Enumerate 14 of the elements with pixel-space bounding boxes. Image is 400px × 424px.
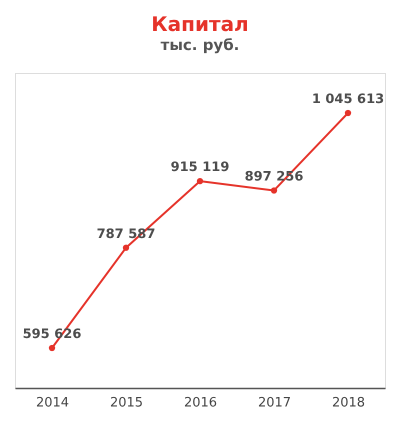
x-tick-label: 2015	[110, 396, 144, 410]
data-label: 1 045 613	[312, 92, 384, 107]
point	[48, 344, 56, 352]
point	[122, 244, 130, 251]
x-tick-label: 2014	[36, 396, 70, 410]
x-tick-label: 2016	[184, 396, 218, 410]
point	[270, 187, 278, 194]
chart-subtitle: тыс. руб.	[160, 36, 240, 54]
point	[196, 178, 204, 184]
chart-title: Капитал	[151, 12, 249, 36]
x-tick-label: 2017	[258, 396, 292, 410]
data-label: 915 119	[170, 160, 230, 176]
point	[344, 110, 352, 116]
x-tick-label: 2018	[332, 396, 366, 410]
